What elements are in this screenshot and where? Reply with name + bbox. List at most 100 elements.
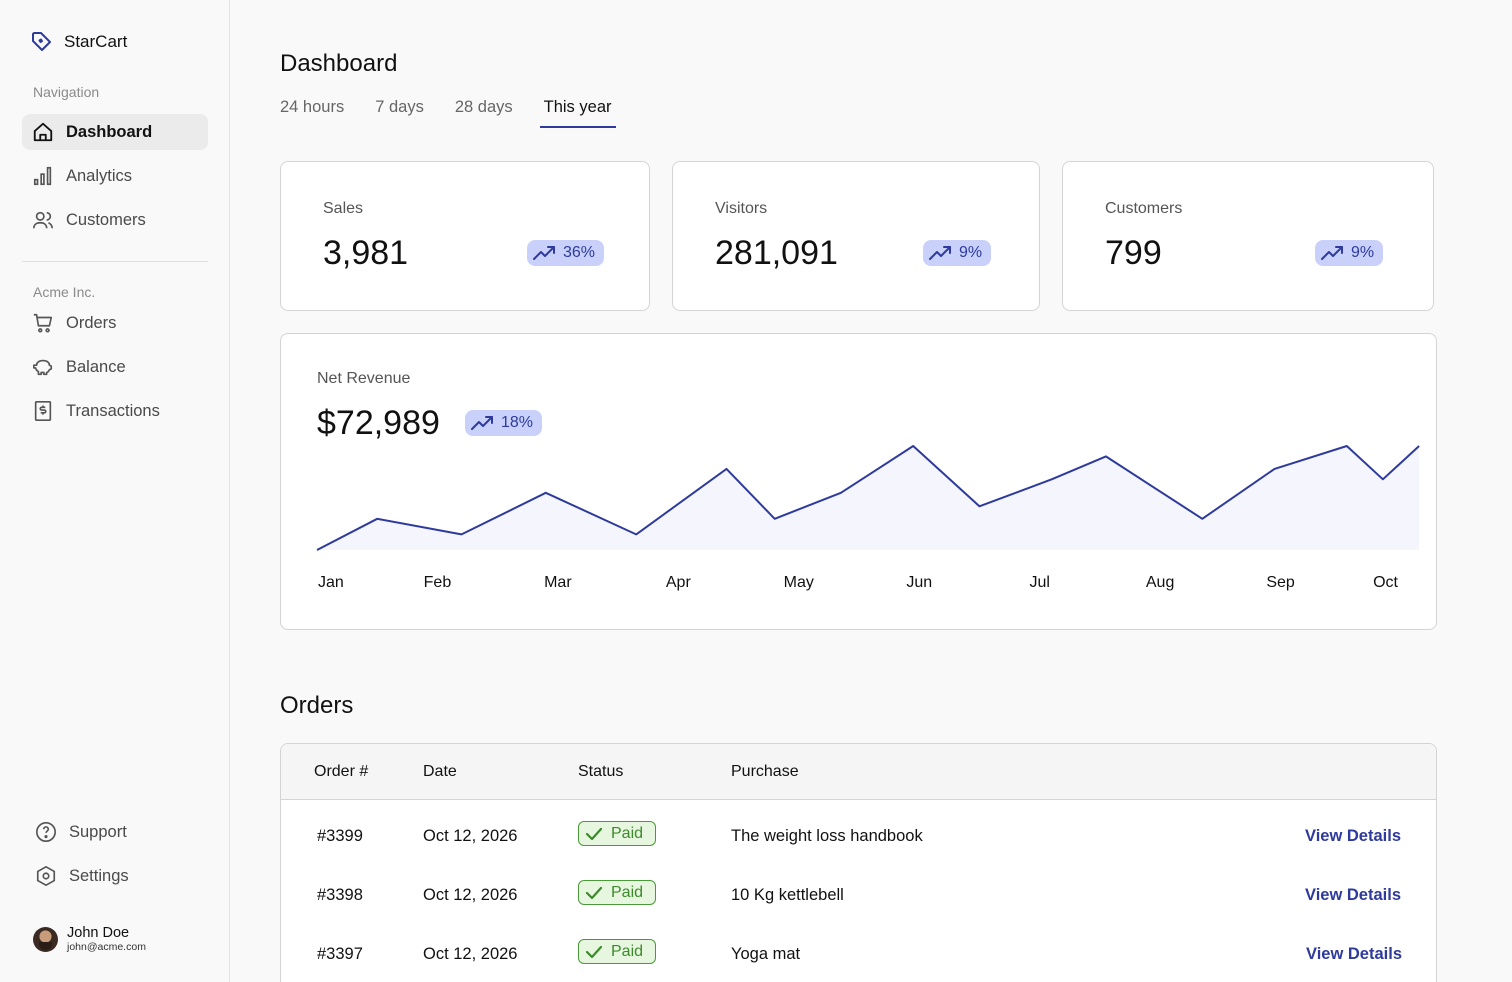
x-axis-label-jul: Jul — [1029, 574, 1050, 591]
tab-this-year[interactable]: This year — [539, 98, 616, 128]
status-text: Paid — [611, 883, 644, 901]
order-id: #3398 — [317, 886, 363, 904]
sidebar-item-balance[interactable]: Balance — [22, 349, 208, 385]
column-header-status: Status — [578, 763, 624, 780]
revenue-line — [316, 445, 1420, 551]
status-text: Paid — [611, 824, 644, 842]
piggy-bank-icon — [33, 359, 53, 376]
x-axis-label-jan: Jan — [318, 574, 344, 591]
change-badge: 18% — [465, 410, 543, 436]
sidebar: StarCart Navigation Dashboard Analytics … — [0, 0, 230, 982]
x-axis-label-may: May — [783, 574, 814, 591]
sidebar-item-settings[interactable]: Settings — [25, 858, 211, 894]
stat-label: Sales — [323, 200, 364, 217]
x-axis-label-jun: Jun — [906, 574, 933, 591]
change-value: 9% — [1351, 244, 1375, 261]
trending-up-icon — [929, 246, 951, 260]
x-axis-label-apr: Apr — [665, 574, 691, 591]
stat-value: 3,981 — [323, 234, 409, 272]
trending-up-icon — [1321, 246, 1343, 260]
receipt-icon — [34, 401, 52, 421]
order-date: Oct 12, 2026 — [423, 886, 518, 904]
orders-table: Order # Date Status Purchase #3399 Oct 1… — [280, 743, 1437, 982]
table-header: Order # Date Status Purchase — [281, 744, 1436, 800]
revenue-label: Net Revenue — [317, 370, 411, 387]
user-name: John Doe — [67, 925, 130, 941]
column-header-date: Date — [423, 763, 457, 780]
order-id: #3399 — [317, 827, 363, 845]
sidebar-item-orders[interactable]: Orders — [22, 305, 208, 341]
table-row: #3397 Oct 12, 2026 Paid Yoga mat View De… — [281, 925, 1436, 982]
revenue-area-chart — [316, 445, 1420, 551]
sidebar-item-label: Analytics — [66, 166, 133, 185]
stat-card-customers: Customers 799 9% — [1062, 161, 1434, 311]
sidebar-item-label: Customers — [66, 210, 146, 229]
x-axis-label-mar: Mar — [544, 574, 572, 591]
bar-chart-icon — [33, 166, 52, 186]
view-details-link[interactable]: View Details — [1305, 827, 1401, 845]
trending-up-icon — [471, 416, 493, 430]
tag-logo-icon — [32, 32, 51, 51]
check-icon — [585, 945, 603, 958]
tab-24-hours[interactable]: 24 hours — [280, 98, 345, 116]
order-id: #3397 — [317, 945, 363, 963]
stat-value: 281,091 — [715, 234, 838, 272]
sidebar-item-label: Balance — [66, 357, 126, 376]
x-axis-label-feb: Feb — [423, 574, 452, 591]
tab-7-days[interactable]: 7 days — [375, 98, 424, 116]
nav-section-label: Navigation — [33, 84, 100, 100]
tab-28-days[interactable]: 28 days — [454, 98, 513, 116]
sidebar-item-label: Orders — [66, 313, 117, 332]
home-icon — [33, 122, 53, 142]
avatar — [33, 926, 58, 952]
change-badge: 9% — [923, 240, 992, 266]
table-row: #3399 Oct 12, 2026 Paid The weight loss … — [281, 807, 1436, 866]
cart-icon — [33, 313, 53, 333]
status-badge: Paid — [578, 939, 656, 964]
time-range-tabs: 24 hours 7 days 28 days This year — [280, 98, 647, 128]
x-axis-label-aug: Aug — [1145, 574, 1175, 591]
page-title: Dashboard — [280, 50, 398, 77]
order-purchase: Yoga mat — [731, 945, 801, 963]
x-axis-label-sep: Sep — [1266, 574, 1295, 591]
revenue-area-fill — [317, 446, 1420, 550]
sidebar-item-customers[interactable]: Customers — [22, 202, 208, 238]
status-badge: Paid — [578, 821, 656, 846]
net-revenue-card: Net Revenue $72,989 18% Jan Feb Mar Apr May J… — [280, 333, 1437, 630]
status-badge: Paid — [578, 880, 656, 905]
sidebar-item-analytics[interactable]: Analytics — [22, 158, 208, 194]
check-icon — [585, 827, 603, 840]
org-section-label: Acme Inc. — [33, 284, 96, 300]
sidebar-item-transactions[interactable]: Transactions — [22, 393, 208, 429]
sidebar-item-dashboard[interactable]: Dashboard — [22, 114, 208, 150]
view-details-link[interactable]: View Details — [1306, 945, 1402, 963]
brand-name: StarCart — [64, 32, 128, 51]
sidebar-item-label: Support — [69, 822, 127, 841]
column-header-purchase: Purchase — [731, 763, 799, 780]
order-date: Oct 12, 2026 — [423, 827, 518, 845]
view-details-link[interactable]: View Details — [1305, 886, 1401, 904]
brand[interactable]: StarCart — [30, 30, 127, 54]
status-text: Paid — [611, 942, 644, 960]
change-value: 18% — [501, 414, 534, 431]
revenue-value: $72,989 — [317, 404, 440, 442]
x-axis-label-oct: Oct — [1373, 574, 1398, 591]
check-icon — [585, 886, 603, 899]
sidebar-item-label: Dashboard — [66, 122, 153, 141]
stat-label: Customers — [1105, 200, 1183, 217]
order-purchase: 10 Kg kettlebell — [731, 886, 844, 904]
users-icon — [33, 211, 53, 229]
help-circle-icon — [36, 822, 56, 842]
change-value: 9% — [959, 244, 983, 261]
change-badge: 36% — [527, 240, 605, 266]
user-profile[interactable]: John Doe john@acme.com — [33, 925, 146, 953]
stat-value: 799 — [1105, 234, 1162, 272]
orders-title: Orders — [280, 692, 354, 719]
settings-icon — [36, 866, 56, 886]
table-row: #3398 Oct 12, 2026 Paid 10 Kg kettlebell… — [281, 866, 1436, 925]
order-date: Oct 12, 2026 — [423, 945, 518, 963]
sidebar-item-support[interactable]: Support — [25, 814, 211, 850]
sidebar-divider — [22, 261, 208, 262]
stat-card-visitors: Visitors 281,091 9% — [672, 161, 1040, 311]
sidebar-item-label: Transactions — [66, 401, 160, 420]
